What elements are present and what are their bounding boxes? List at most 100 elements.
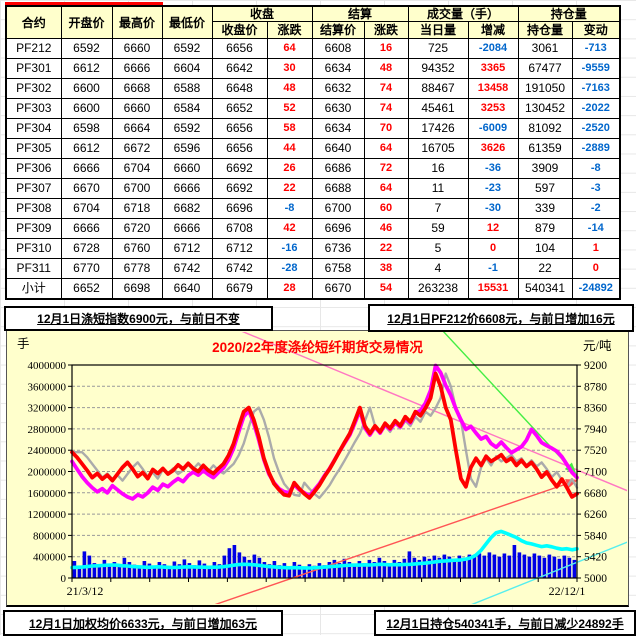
cell-PF307-c8[interactable]: 11 [407, 178, 469, 199]
cell-PF309-c7[interactable]: 46 [363, 218, 409, 239]
cell-小计-c6[interactable]: 6670 [311, 278, 365, 300]
cell-PF304-c6[interactable]: 6634 [311, 118, 365, 139]
cell-PF305-c10[interactable]: 61359 [517, 138, 573, 159]
cell-PF311-c6[interactable]: 6758 [311, 258, 365, 279]
subheader-3-1[interactable]: 变动 [571, 21, 621, 39]
cell-PF311-c2[interactable]: 6778 [111, 258, 163, 279]
cell-PF305-c7[interactable]: 64 [363, 138, 409, 159]
cell-PF307-c9[interactable]: -23 [467, 178, 519, 199]
cell-PF305-c5[interactable]: 44 [266, 138, 313, 159]
cell-PF308-c0[interactable]: PF308 [5, 198, 62, 219]
cell-PF309-c1[interactable]: 6666 [60, 218, 113, 239]
cell-PF301-c2[interactable]: 6666 [111, 58, 163, 79]
cell-PF212-c11[interactable]: -713 [571, 38, 621, 59]
cell-PF305-c0[interactable]: PF305 [5, 138, 62, 159]
subheader-0-0[interactable]: 收盘价 [211, 21, 268, 39]
cell-PF303-c6[interactable]: 6630 [311, 98, 365, 119]
cell-PF212-c3[interactable]: 6592 [161, 38, 213, 59]
cell-PF310-c9[interactable]: 0 [467, 238, 519, 259]
cell-PF311-c5[interactable]: -28 [266, 258, 313, 279]
cell-PF212-c9[interactable]: -2084 [467, 38, 519, 59]
cell-PF307-c2[interactable]: 6700 [111, 178, 163, 199]
header-1[interactable]: 开盘价 [60, 5, 113, 39]
cell-PF301-c11[interactable]: -9559 [571, 58, 621, 79]
cell-PF311-c11[interactable]: 0 [571, 258, 621, 279]
cell-PF212-c4[interactable]: 6656 [211, 38, 268, 59]
cell-PF310-c1[interactable]: 6728 [60, 238, 113, 259]
cell-PF310-c7[interactable]: 22 [363, 238, 409, 259]
cell-PF302-c2[interactable]: 6668 [111, 78, 163, 99]
cell-PF310-c6[interactable]: 6736 [311, 238, 365, 259]
cell-PF310-c2[interactable]: 6760 [111, 238, 163, 259]
cell-PF307-c3[interactable]: 6666 [161, 178, 213, 199]
header-group-1[interactable]: 结算 [311, 5, 409, 22]
cell-PF302-c9[interactable]: 13458 [467, 78, 519, 99]
weighted-avg-banner[interactable]: 12月1日加权均价6633元，与前日增加63元 [3, 610, 283, 636]
cell-PF301-c3[interactable]: 6604 [161, 58, 213, 79]
cell-PF303-c2[interactable]: 6660 [111, 98, 163, 119]
header-group-3[interactable]: 持仓量 [517, 5, 621, 22]
cell-小计-c9[interactable]: 15531 [467, 278, 519, 300]
header-group-0[interactable]: 收盘 [211, 5, 313, 22]
subheader-2-1[interactable]: 增减 [467, 21, 519, 39]
cell-PF303-c11[interactable]: -2022 [571, 98, 621, 119]
cell-PF212-c8[interactable]: 725 [407, 38, 469, 59]
cell-小计-c10[interactable]: 540341 [517, 278, 573, 300]
cell-PF304-c1[interactable]: 6598 [60, 118, 113, 139]
cell-PF307-c4[interactable]: 6692 [211, 178, 268, 199]
cell-PF301-c5[interactable]: 30 [266, 58, 313, 79]
cell-小计-c0[interactable]: 小计 [5, 278, 62, 300]
cell-小计-c1[interactable]: 6652 [60, 278, 113, 300]
subheader-2-0[interactable]: 当日量 [407, 21, 469, 39]
cell-PF303-c7[interactable]: 74 [363, 98, 409, 119]
subheader-0-1[interactable]: 涨跌 [266, 21, 313, 39]
cell-PF308-c11[interactable]: -2 [571, 198, 621, 219]
cell-PF310-c4[interactable]: 6712 [211, 238, 268, 259]
cell-PF309-c11[interactable]: -14 [571, 218, 621, 239]
cell-PF212-c2[interactable]: 6660 [111, 38, 163, 59]
cell-PF304-c9[interactable]: -6009 [467, 118, 519, 139]
cell-PF304-c0[interactable]: PF304 [5, 118, 62, 139]
cell-PF303-c4[interactable]: 6652 [211, 98, 268, 119]
cell-PF310-c8[interactable]: 5 [407, 238, 469, 259]
cell-PF305-c11[interactable]: -2889 [571, 138, 621, 159]
cell-PF305-c9[interactable]: 3626 [467, 138, 519, 159]
cell-PF309-c3[interactable]: 6666 [161, 218, 213, 239]
cell-小计-c5[interactable]: 28 [266, 278, 313, 300]
pf212-banner[interactable]: 12月1日PF212价6608元，与前日增加16元 [368, 304, 634, 332]
cell-PF310-c3[interactable]: 6712 [161, 238, 213, 259]
cell-PF304-c5[interactable]: 58 [266, 118, 313, 139]
cell-PF305-c6[interactable]: 6640 [311, 138, 365, 159]
cell-小计-c3[interactable]: 6640 [161, 278, 213, 300]
cell-PF302-c8[interactable]: 88467 [407, 78, 469, 99]
cell-PF309-c4[interactable]: 6708 [211, 218, 268, 239]
cell-PF307-c5[interactable]: 22 [266, 178, 313, 199]
header-2[interactable]: 最高价 [111, 5, 163, 39]
cell-PF302-c0[interactable]: PF302 [5, 78, 62, 99]
cell-PF304-c2[interactable]: 6664 [111, 118, 163, 139]
cell-小计-c4[interactable]: 6679 [211, 278, 268, 300]
cell-PF309-c8[interactable]: 59 [407, 218, 469, 239]
cell-PF307-c7[interactable]: 64 [363, 178, 409, 199]
cell-PF311-c3[interactable]: 6742 [161, 258, 213, 279]
cell-PF309-c0[interactable]: PF309 [5, 218, 62, 239]
cell-小计-c2[interactable]: 6698 [111, 278, 163, 300]
cell-PF306-c10[interactable]: 3909 [517, 158, 573, 179]
cell-PF305-c1[interactable]: 6612 [60, 138, 113, 159]
cell-PF304-c4[interactable]: 6656 [211, 118, 268, 139]
cell-PF305-c3[interactable]: 6596 [161, 138, 213, 159]
subheader-3-0[interactable]: 持仓量 [517, 21, 573, 39]
index-banner[interactable]: 12月1日涤短指数6900元，与前日不变 [4, 306, 273, 331]
cell-PF212-c1[interactable]: 6592 [60, 38, 113, 59]
cell-PF307-c10[interactable]: 597 [517, 178, 573, 199]
cell-PF301-c10[interactable]: 67477 [517, 58, 573, 79]
cell-PF302-c5[interactable]: 48 [266, 78, 313, 99]
cell-PF301-c6[interactable]: 6634 [311, 58, 365, 79]
cell-PF309-c10[interactable]: 879 [517, 218, 573, 239]
cell-PF307-c6[interactable]: 6688 [311, 178, 365, 199]
cell-PF306-c1[interactable]: 6666 [60, 158, 113, 179]
cell-PF301-c0[interactable]: PF301 [5, 58, 62, 79]
cell-PF306-c5[interactable]: 26 [266, 158, 313, 179]
cell-PF301-c7[interactable]: 48 [363, 58, 409, 79]
cell-PF306-c0[interactable]: PF306 [5, 158, 62, 179]
